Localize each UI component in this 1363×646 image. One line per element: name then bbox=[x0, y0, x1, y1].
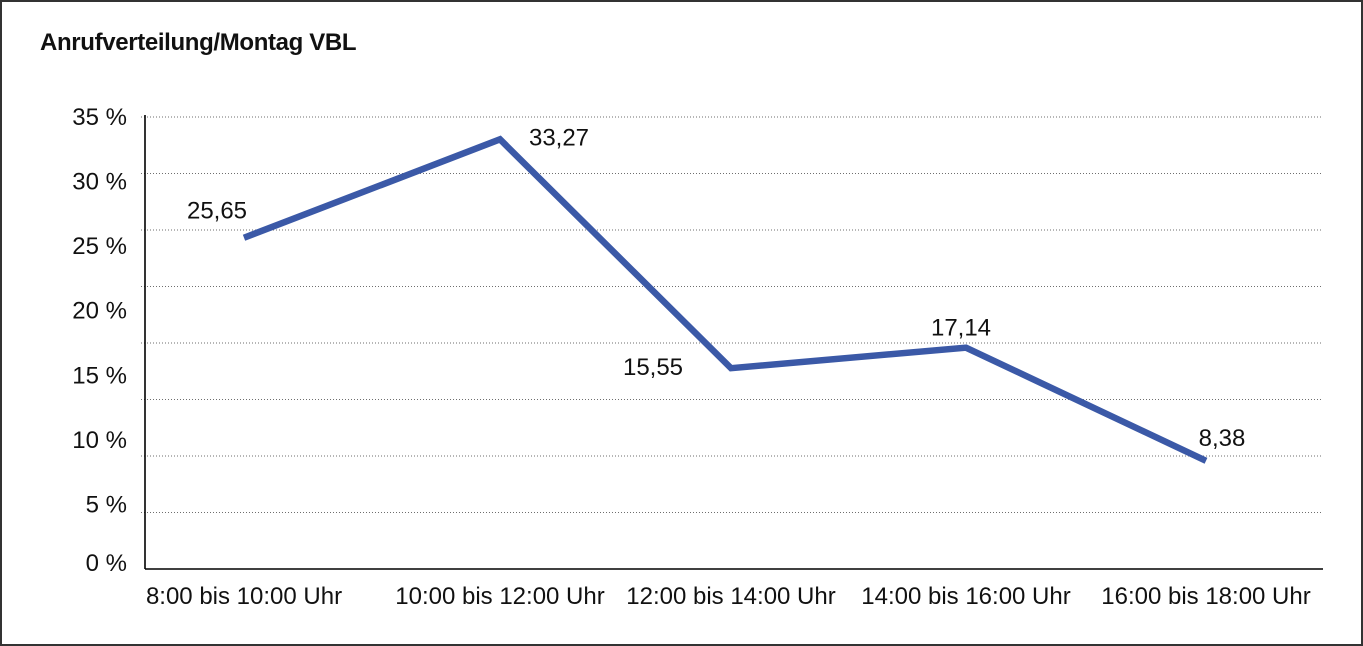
x-tick-label: 12:00 bis 14:00 Uhr bbox=[626, 583, 835, 610]
y-tick-label: 25 % bbox=[72, 233, 127, 260]
data-point-label: 8,38 bbox=[1199, 425, 1246, 452]
y-tick-label: 10 % bbox=[72, 427, 127, 454]
y-tick-label: 15 % bbox=[72, 362, 127, 389]
y-tick-label: 5 % bbox=[86, 491, 127, 518]
data-point-label: 15,55 bbox=[623, 354, 683, 381]
x-tick-label: 16:00 bis 18:00 Uhr bbox=[1101, 583, 1310, 610]
data-line-series[interactable] bbox=[242, 135, 1208, 464]
x-tick-label: 10:00 bis 12:00 Uhr bbox=[395, 583, 604, 610]
y-tick-label: 0 % bbox=[86, 550, 127, 577]
y-tick-label: 20 % bbox=[72, 298, 127, 325]
data-point-label: 33,27 bbox=[529, 124, 589, 151]
chart-title: Anrufverteilung/Montag VBL bbox=[40, 29, 357, 56]
data-point-label: 17,14 bbox=[931, 315, 991, 342]
data-point-label: 25,65 bbox=[187, 198, 247, 225]
x-tick-label: 8:00 bis 10:00 Uhr bbox=[146, 583, 342, 610]
y-tick-label: 30 % bbox=[72, 169, 127, 196]
x-tick-label: 14:00 bis 16:00 Uhr bbox=[861, 583, 1070, 610]
y-tick-label: 35 % bbox=[72, 104, 127, 131]
